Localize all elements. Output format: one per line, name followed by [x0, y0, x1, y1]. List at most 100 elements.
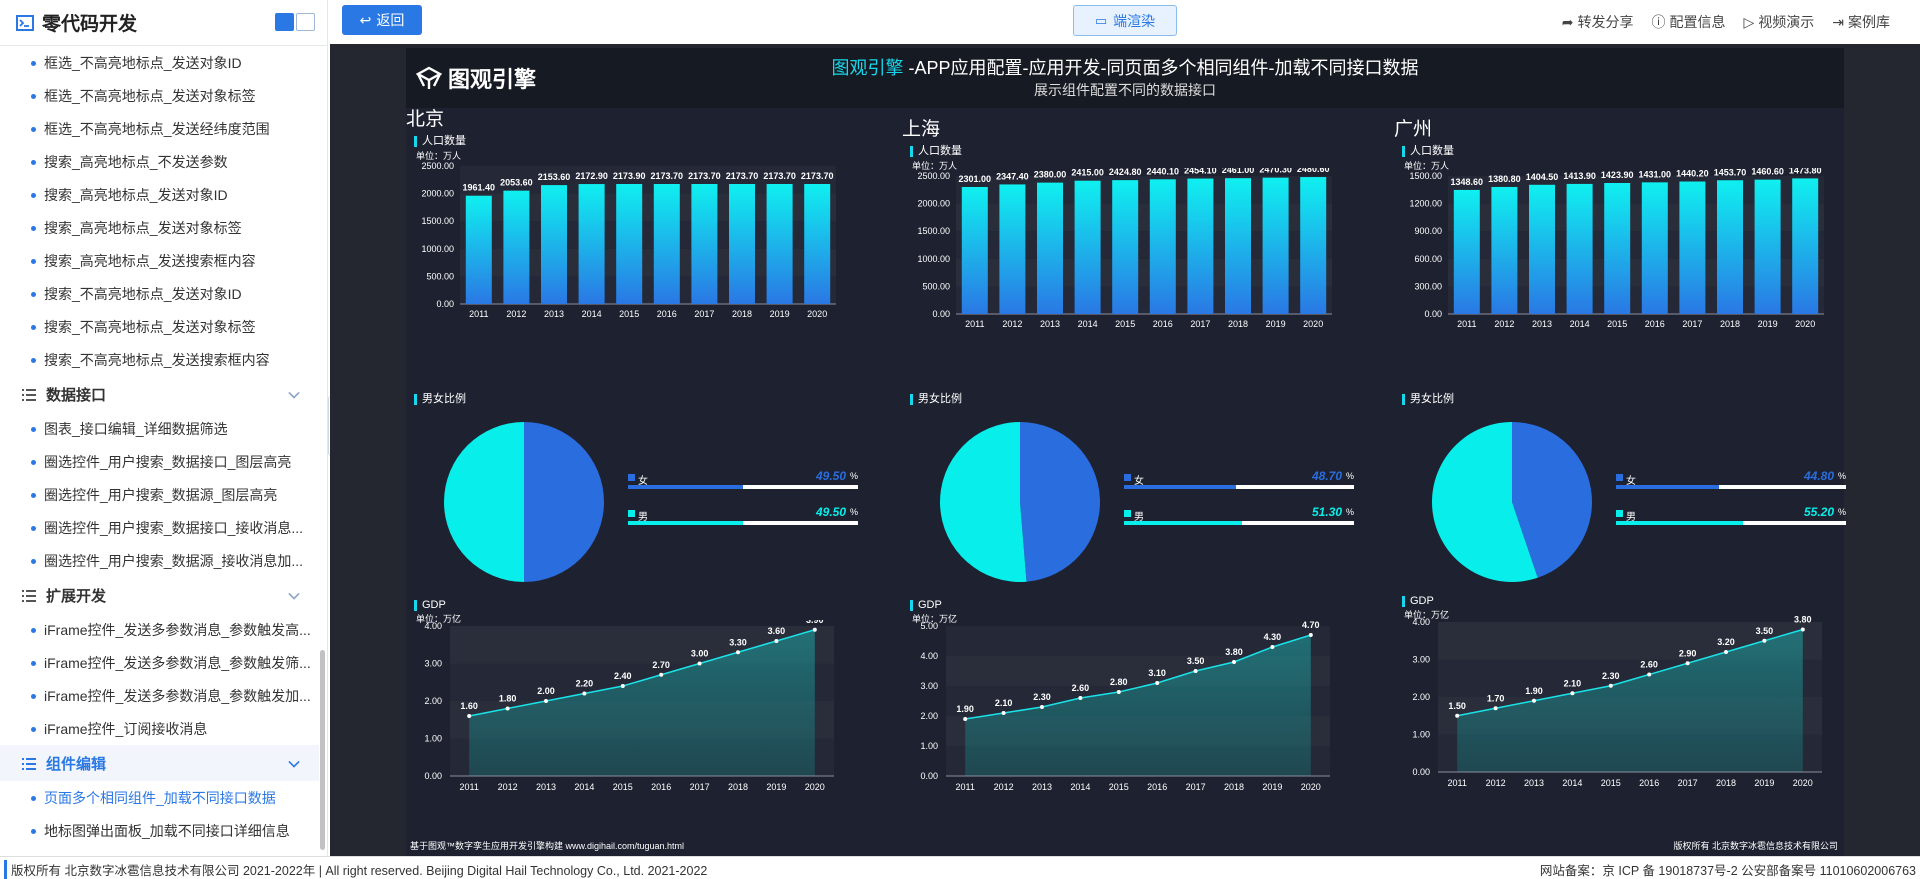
data-point — [1647, 672, 1652, 677]
bar-value-label: 2173.90 — [613, 171, 646, 181]
bar-value-label: 2347.40 — [996, 171, 1029, 181]
x-tick-label: 2018 — [1720, 319, 1740, 329]
point-value-label: 4.70 — [1302, 620, 1320, 630]
legend-swatch — [1616, 474, 1623, 481]
x-tick-label: 2013 — [1532, 319, 1552, 329]
population-unit: 单位：万人 — [1404, 161, 1450, 171]
point-value-label: 1.80 — [499, 694, 517, 704]
sidebar-item[interactable]: 搜索_高亮地标点_发送对象ID — [0, 178, 319, 211]
data-point — [774, 639, 779, 643]
list-icon — [22, 757, 36, 770]
sidebar-item[interactable]: 图表_接口编辑_详细数据筛选 — [0, 412, 319, 445]
share-button[interactable]: ➦ 转发分享 — [1562, 12, 1634, 32]
back-button[interactable]: ↩ 返回 — [342, 5, 422, 35]
sidebar-item[interactable]: 搜索_高亮地标点_发送搜索框内容 — [0, 244, 319, 277]
legend-progress-fill — [1616, 485, 1720, 489]
sidebar-item[interactable]: iFrame控件_发送多参数消息_参数触发加... — [0, 679, 319, 712]
point-value-label: 3.30 — [729, 637, 747, 647]
code-icon — [16, 14, 34, 31]
y-tick-label: 0.00 — [920, 771, 938, 781]
x-tick-label: 2012 — [1486, 778, 1506, 788]
sidebar-item[interactable]: 地标图弹出面板_加载不同接口详细信息 — [0, 814, 319, 847]
sidebar-item[interactable]: 页面多个相同组件_加载不同接口数据 — [0, 781, 319, 814]
sidebar-item[interactable]: 搜索_不高亮地标点_发送对象标签 — [0, 310, 319, 343]
area-fill — [469, 629, 815, 776]
sidebar-item[interactable]: 搜索_不高亮地标点_发送搜索框内容 — [0, 343, 319, 376]
legend-progress-track — [1616, 485, 1846, 489]
point-value-label: 3.10 — [1148, 668, 1166, 678]
config-info-button[interactable]: ⓘ 配置信息 — [1651, 12, 1725, 32]
data-point — [659, 672, 664, 677]
gender-pie-chart — [1432, 422, 1592, 582]
x-tick-label: 2019 — [766, 782, 786, 792]
y-tick-label: 0.00 — [424, 771, 442, 781]
x-tick-label: 2015 — [1109, 782, 1129, 792]
x-tick-label: 2019 — [1754, 778, 1774, 788]
gender-legend: 女 48.70% 男 51.30% — [1124, 469, 1354, 552]
legend-value: 44.80 — [1803, 469, 1834, 483]
x-tick-label: 2019 — [1758, 319, 1778, 329]
bar — [1074, 180, 1101, 314]
dashboard-title: 图观引擎 -APP应用配置-应用开发-同页面多个相同组件-加载不同接口数据 — [406, 54, 1844, 80]
sidebar-item[interactable]: 圈选控件_用户搜索_数据源_图层高亮 — [0, 478, 319, 511]
point-value-label: 2.30 — [1602, 671, 1620, 681]
sidebar-item[interactable]: 搜索_高亮地标点_发送对象标签 — [0, 211, 319, 244]
video-demo-button[interactable]: ▷ 视频演示 — [1743, 12, 1814, 32]
legend-swatch — [1616, 510, 1623, 517]
data-point — [1570, 691, 1575, 696]
list-view-icon[interactable] — [275, 13, 294, 31]
point-value-label: 2.10 — [1564, 678, 1582, 688]
sidebar-item[interactable]: iFrame控件_发送多参数消息_参数触发高... — [0, 613, 319, 646]
x-tick-label: 2020 — [807, 309, 827, 319]
sidebar-group[interactable]: 数据接口 — [0, 376, 319, 412]
chevron-down-icon — [288, 588, 300, 600]
data-point — [1608, 683, 1613, 688]
sidebar-item[interactable]: 框选_不高亮地标点_发送对象ID — [0, 46, 319, 79]
sidebar-item[interactable]: 圈选控件_用户搜索_数据接口_图层高亮 — [0, 445, 319, 478]
y-tick-label: 500.00 — [922, 281, 950, 291]
data-point — [1001, 711, 1006, 715]
legend-progress-track — [1616, 521, 1846, 525]
point-value-label: 3.80 — [1225, 647, 1243, 657]
list-icon — [22, 589, 36, 602]
sidebar-item[interactable]: 搜索_高亮地标点_不发送参数 — [0, 145, 319, 178]
sidebar-group-label: 组件编辑 — [46, 755, 107, 773]
dashboard-footer-right: 版权所有 北京数字冰雹信息技术有限公司 — [1673, 841, 1838, 851]
legend-progress-track — [1124, 521, 1354, 525]
data-point — [1724, 650, 1728, 654]
bar — [1529, 184, 1555, 314]
bar-value-label: 2173.70 — [726, 171, 759, 181]
legend-label: 男 — [1626, 512, 1636, 523]
sidebar-scrollbar[interactable] — [320, 650, 325, 850]
logo-text: 图观引擎 — [448, 67, 537, 92]
sidebar-item[interactable]: 圈选控件_用户搜索_数据接口_接收消息... — [0, 511, 319, 544]
point-value-label: 2.10 — [995, 698, 1013, 708]
bar — [578, 184, 605, 304]
x-tick-label: 2017 — [1190, 319, 1210, 329]
data-point — [544, 699, 548, 703]
topbar: ↩ 返回 ▭ 端渲染 ➦ 转发分享 ⓘ 配置信息 ▷ 视频演示 ⇥ 案例库 — [330, 0, 1920, 44]
tuguan-logo-icon — [416, 66, 442, 89]
render-button[interactable]: ▭ 端渲染 — [1073, 5, 1177, 36]
sidebar-group[interactable]: 组件编辑 — [0, 745, 319, 781]
x-tick-label: 2016 — [657, 309, 677, 319]
sidebar-item[interactable]: 框选_不高亮地标点_发送经纬度范围 — [0, 112, 319, 145]
case-library-button[interactable]: ⇥ 案例库 — [1832, 12, 1890, 32]
sidebar-group[interactable]: 扩展开发 — [0, 577, 319, 613]
x-tick-label: 2014 — [1562, 778, 1582, 788]
sidebar-item[interactable]: iFrame控件_订阅接收消息 — [0, 712, 319, 745]
legend-percent: % — [849, 471, 858, 481]
sidebar-item[interactable]: 搜索_不高亮地标点_发送对象ID — [0, 277, 319, 310]
legend-label: 女 — [638, 476, 648, 487]
sidebar-item[interactable]: 框选_不高亮地标点_发送对象标签 — [0, 79, 319, 112]
sidebar-header: 零代码开发 — [0, 0, 327, 46]
grid-view-icon[interactable] — [296, 13, 315, 31]
sidebar-item[interactable]: iFrame控件_发送多参数消息_参数触发筛... — [0, 646, 319, 679]
bar — [961, 186, 988, 314]
sidebar-item[interactable]: 圈选控件_用户搜索_数据源_接收消息加... — [0, 544, 319, 577]
top-actions: ➦ 转发分享 ⓘ 配置信息 ▷ 视频演示 ⇥ 案例库 — [1562, 12, 1890, 32]
chevron-down-icon — [288, 387, 300, 399]
bar-value-label: 2470.30 — [1259, 168, 1292, 175]
x-tick-label: 2011 — [965, 319, 984, 329]
bar-value-label: 2173.70 — [651, 171, 684, 181]
